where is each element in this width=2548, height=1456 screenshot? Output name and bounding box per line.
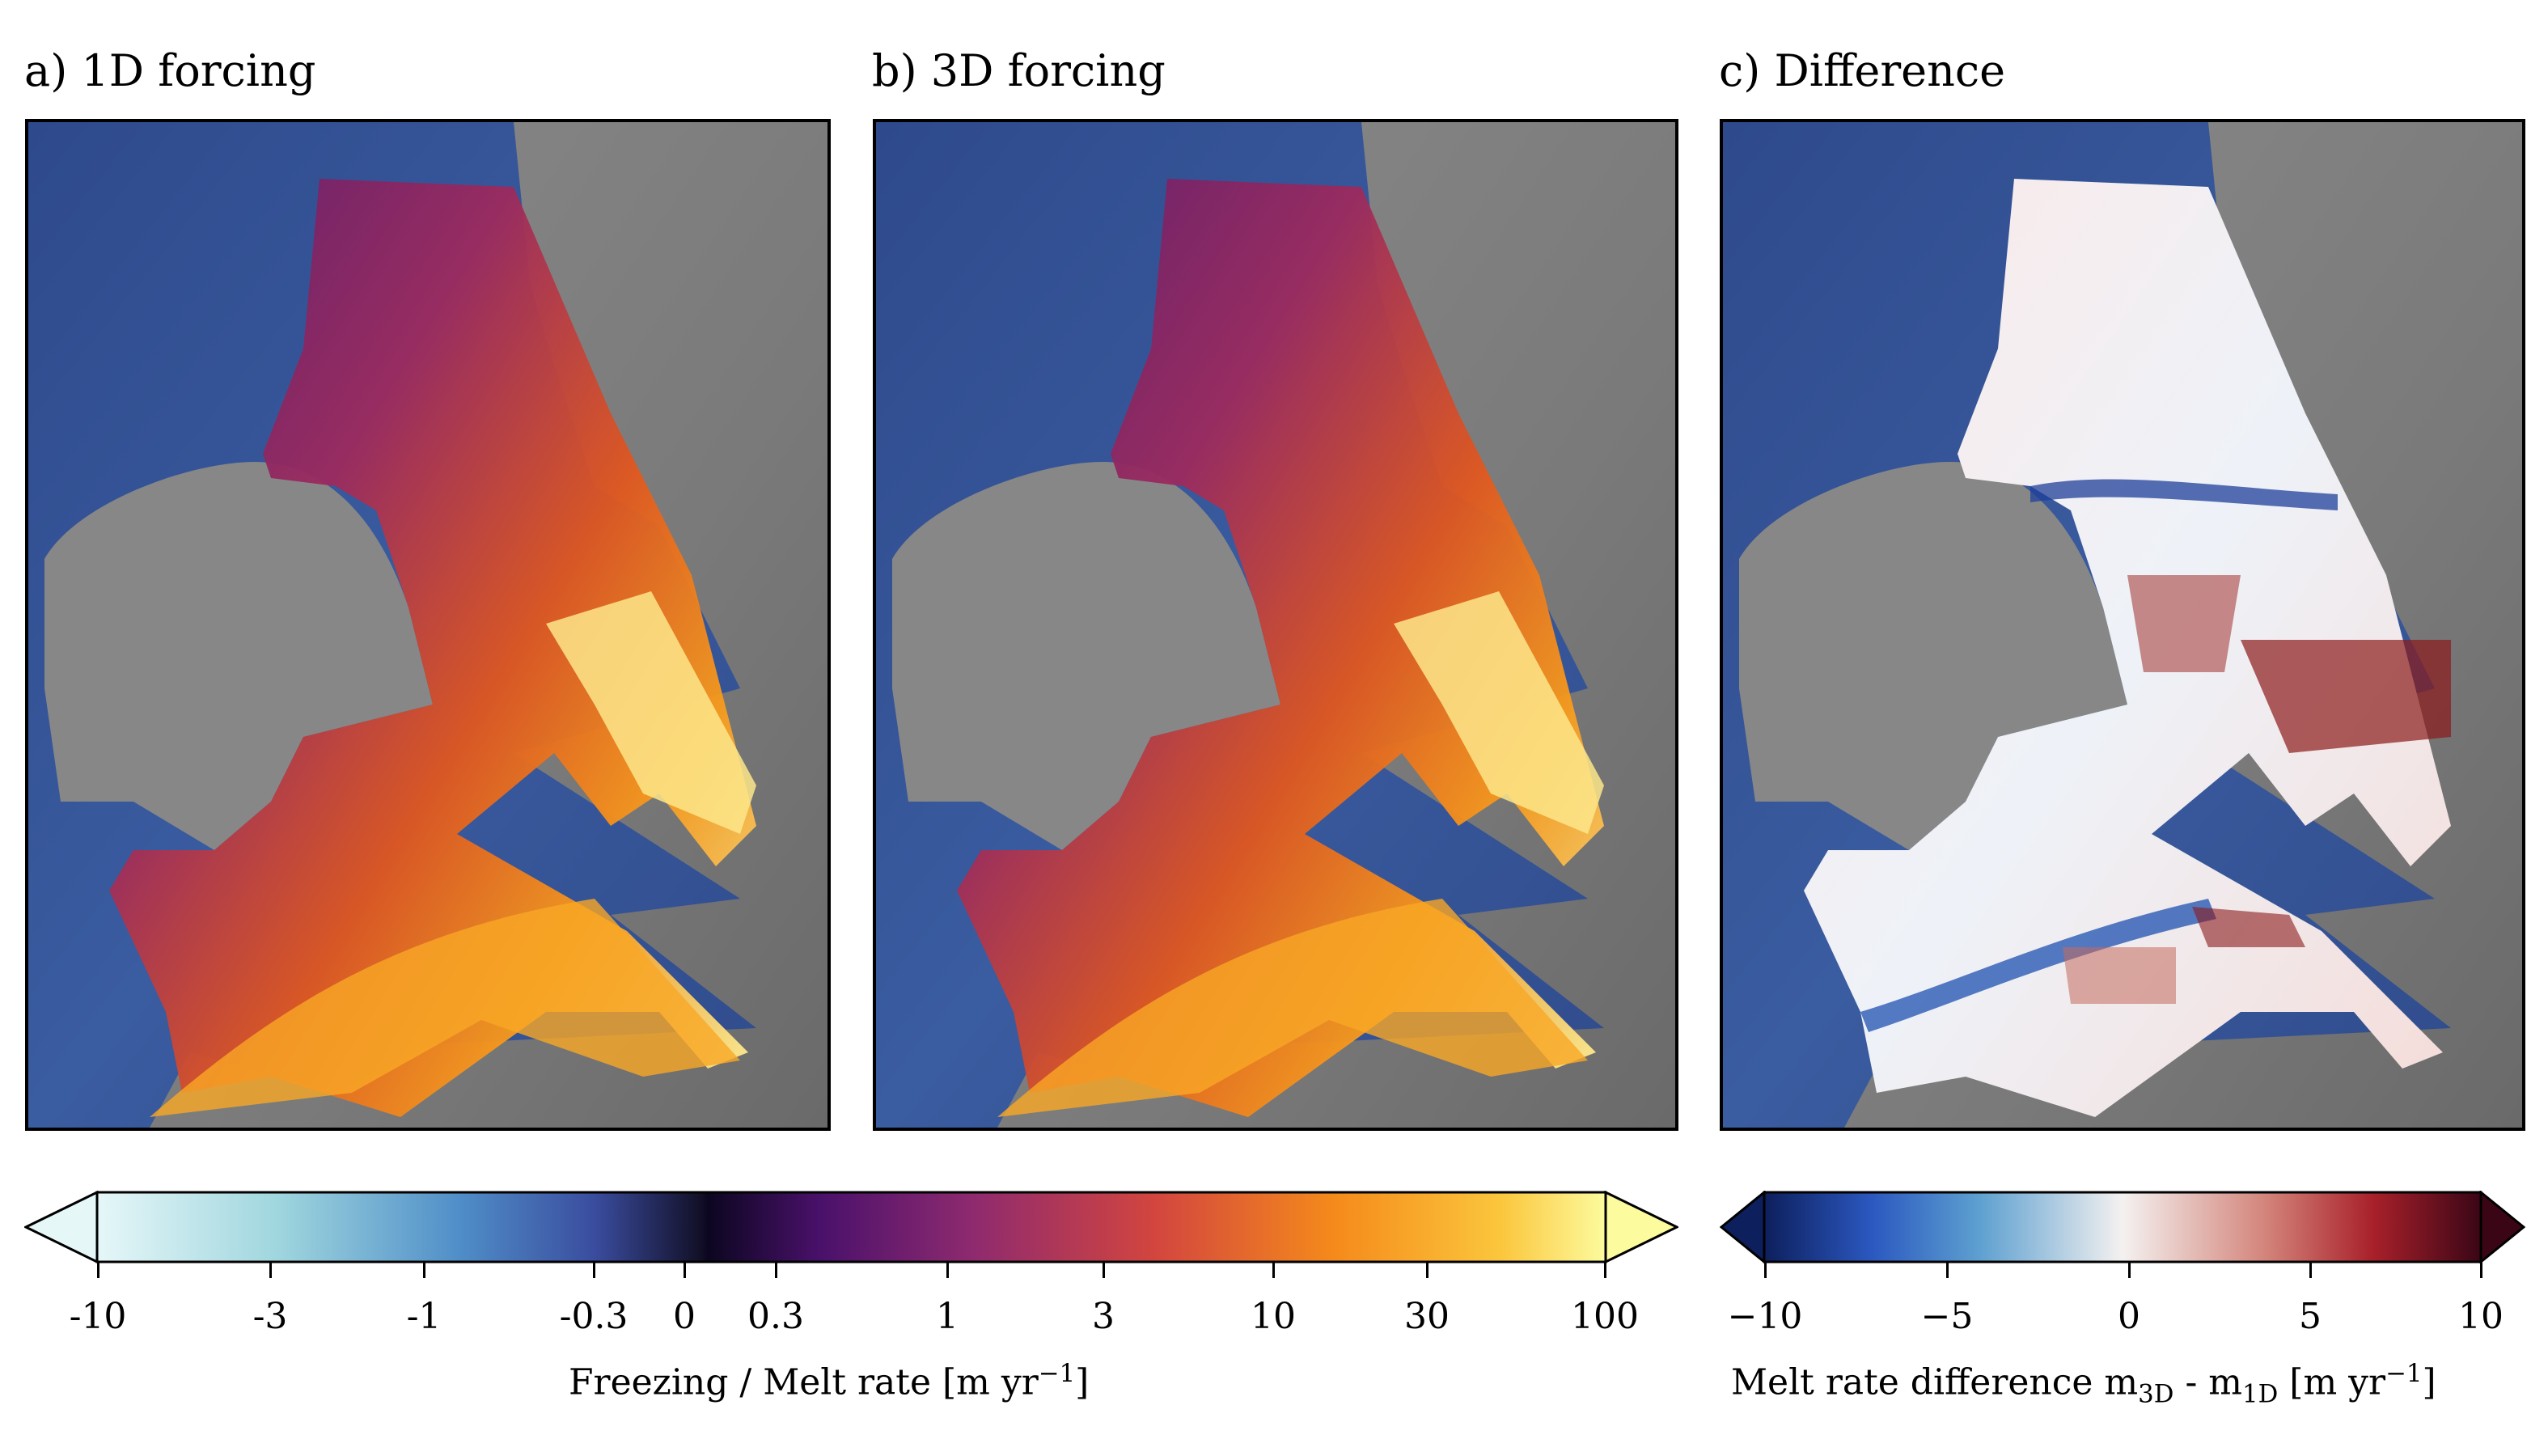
diff-tick-label: 10	[2458, 1296, 2504, 1337]
diff-label-sub1: 3D	[2138, 1379, 2174, 1409]
colorbar-extend-high	[1604, 1190, 1680, 1264]
diff-label-exp: −1	[2385, 1359, 2423, 1388]
colorbar-extend-low	[1719, 1189, 1766, 1265]
melt-tick-label: -3	[252, 1296, 288, 1337]
melt-colorbar-label: Freezing / Melt rate [m yr−1]	[569, 1359, 1089, 1403]
diff-colorbar	[1719, 1189, 2526, 1265]
panel-a-title: a) 1D forcing	[24, 45, 316, 96]
land-peninsula	[44, 462, 433, 850]
melt-tick-label: 3	[1092, 1296, 1115, 1337]
positive-patch	[2063, 947, 2176, 1004]
negative-channel	[1860, 899, 2216, 1032]
melt-channel	[150, 899, 740, 1117]
melt-tick-label: 10	[1251, 1296, 1296, 1337]
melt-label-end: ]	[1075, 1361, 1090, 1403]
land-peninsula	[892, 462, 1280, 850]
land-peninsula	[1739, 462, 2127, 850]
land-region	[1844, 122, 2522, 1128]
diff-label-end: ]	[2422, 1361, 2436, 1403]
melt-hotspot	[1394, 591, 1604, 834]
ice-shelf-melt	[109, 179, 756, 1117]
panel-b-map	[873, 119, 1678, 1131]
diff-tick-label: 5	[2299, 1296, 2322, 1337]
melt-label-exp: −1	[1038, 1359, 1076, 1388]
colorbar-body	[95, 1191, 1607, 1263]
panel-c-title: c) Difference	[1719, 45, 2006, 96]
melt-tick-label: -10	[69, 1296, 127, 1337]
panel-a-map	[25, 119, 831, 1131]
panel-c-map	[1720, 119, 2525, 1131]
diff-tick-label: −5	[1920, 1296, 1974, 1337]
panel-b-title: b) 3D forcing	[872, 45, 1166, 96]
ice-shelf-difference	[1804, 179, 2451, 1117]
land-region	[150, 122, 827, 1128]
positive-hotspot	[2241, 640, 2451, 753]
melt-tick-label: -0.3	[559, 1296, 629, 1337]
colorbar-extend-low	[23, 1190, 99, 1264]
ice-shelf-melt	[957, 179, 1604, 1117]
colorbar-body	[1763, 1191, 2482, 1263]
diff-label-units: [m yr	[2278, 1361, 2386, 1403]
melt-tick-label: 1	[936, 1296, 959, 1337]
colorbar-extend-high	[2479, 1189, 2526, 1265]
melt-tick-label: 0.3	[747, 1296, 804, 1337]
diff-colorbar-label: Melt rate difference m3D - m1D [m yr−1]	[1731, 1359, 2436, 1408]
melt-tick-label: 30	[1404, 1296, 1450, 1337]
negative-band	[2030, 479, 2338, 510]
land-region	[997, 122, 1675, 1128]
melt-tick-label: 0	[673, 1296, 696, 1337]
melt-hotspot	[546, 591, 756, 834]
melt-channel	[997, 899, 1588, 1117]
positive-patch-2	[2192, 907, 2305, 947]
melt-label-main: Freezing / Melt rate [m yr	[569, 1361, 1039, 1403]
melt-tick-label: -1	[406, 1296, 442, 1337]
diff-tick-label: −10	[1727, 1296, 1803, 1337]
melt-tick-label: 100	[1571, 1296, 1639, 1337]
melt-colorbar	[23, 1190, 1680, 1264]
positive-hotspot-2	[2127, 575, 2241, 672]
diff-label-sub2: 1D	[2242, 1379, 2279, 1409]
diff-label-mid: - m	[2173, 1361, 2243, 1403]
diff-label-prefix: Melt rate difference m	[1731, 1361, 2139, 1403]
diff-tick-label: 0	[2118, 1296, 2140, 1337]
